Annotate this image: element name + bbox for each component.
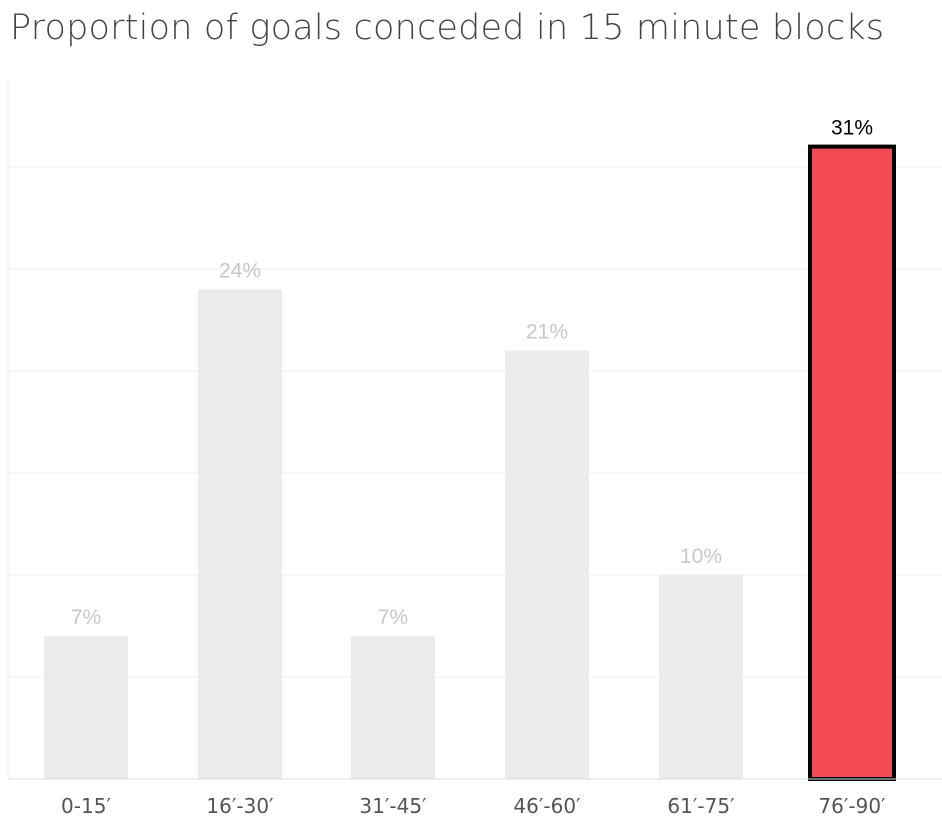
bar-value-labels: 7% 24% 7% 21% 10% 31% [71, 117, 873, 630]
x-tick-label: 0-15′ [61, 794, 111, 818]
bar-value-label: 24% [219, 259, 261, 282]
bar [44, 636, 128, 779]
bar [198, 289, 282, 779]
bar [505, 350, 589, 779]
x-tick-label: 61′-75′ [667, 794, 735, 818]
chart-title: Proportion of goals conceded in 15 minut… [10, 8, 885, 48]
x-axis-tick-labels: 0-15′ 16′-30′ 31′-45′ 46′-60′ 61′-75′ 76′-90′ [61, 794, 886, 818]
x-tick-label: 76′-90′ [818, 794, 886, 818]
bar-value-label: 10% [680, 545, 722, 568]
x-tick-label: 46′-60′ [513, 794, 581, 818]
bar-value-label: 7% [378, 606, 408, 629]
bar-value-label: 31% [831, 117, 873, 140]
bar [351, 636, 435, 779]
bar-highlighted [808, 144, 896, 782]
bars [44, 144, 896, 782]
bar [659, 575, 743, 779]
bar-value-label: 7% [71, 606, 101, 629]
x-tick-label: 31′-45′ [359, 794, 427, 818]
bar-value-label: 21% [526, 321, 568, 344]
x-tick-label: 16′-30′ [206, 794, 274, 818]
gridlines [8, 166, 942, 678]
